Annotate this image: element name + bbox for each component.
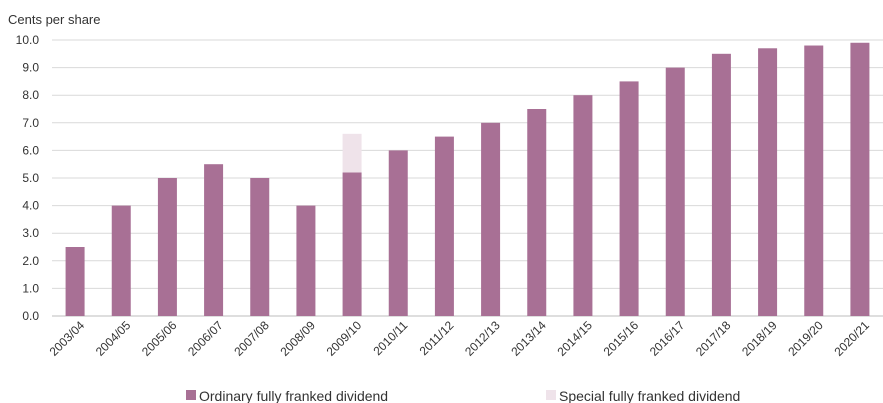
x-tick-label: 2010/11 xyxy=(370,318,410,358)
bar-ordinary-dividend xyxy=(65,247,85,316)
x-tick-label: 2013/14 xyxy=(508,318,549,359)
x-tick-label: 2012/13 xyxy=(462,318,503,359)
bar-ordinary-dividend xyxy=(711,53,731,317)
x-tick-label: 2005/06 xyxy=(139,318,180,359)
y-tick-label: 5.0 xyxy=(22,171,39,185)
legend: Ordinary fully franked dividend Special f… xyxy=(186,388,740,403)
x-tick-label: 2015/16 xyxy=(601,318,642,359)
y-axis-ticks: 0.0 1.0 2.0 3.0 4.0 5.0 6.0 7.0 8.0 9.0 10.0 xyxy=(16,33,40,323)
bar-ordinary-dividend xyxy=(250,178,270,316)
y-tick-label: 9.0 xyxy=(22,61,39,75)
legend-label: Ordinary fully franked dividend xyxy=(199,388,388,403)
bar-ordinary-dividend xyxy=(111,205,131,316)
x-tick-label: 2011/12 xyxy=(417,318,457,358)
bar-ordinary-dividend xyxy=(804,45,824,317)
bar-ordinary-dividend xyxy=(434,136,454,316)
y-tick-label: 6.0 xyxy=(22,143,39,157)
bar-ordinary-dividend xyxy=(619,81,639,317)
bar-ordinary-dividend xyxy=(204,164,224,316)
y-tick-label: 7.0 xyxy=(22,116,39,130)
y-tick-label: 2.0 xyxy=(22,254,39,268)
y-tick-label: 4.0 xyxy=(22,199,39,213)
y-tick-label: 8.0 xyxy=(22,88,39,102)
x-tick-label: 2003/04 xyxy=(47,318,88,359)
bar-ordinary-dividend xyxy=(665,67,685,316)
x-axis-ticks: 2003/04 2004/05 2005/06 2006/07 2007/08 2008/… xyxy=(47,318,873,359)
bar-ordinary-dividend xyxy=(481,122,501,316)
x-tick-label: 2004/05 xyxy=(93,318,134,359)
gridlines xyxy=(52,39,883,317)
bar-special-dividend xyxy=(342,133,362,173)
x-tick-label: 2018/19 xyxy=(739,318,780,359)
x-tick-label: 2017/18 xyxy=(693,318,734,359)
legend-swatch xyxy=(546,390,556,400)
legend-label: Special fully franked dividend xyxy=(559,388,740,403)
x-tick-label: 2007/08 xyxy=(231,318,272,359)
y-tick-label: 3.0 xyxy=(22,226,39,240)
x-tick-label: 2016/17 xyxy=(647,318,688,359)
x-tick-label: 2009/10 xyxy=(324,318,365,359)
bar-ordinary-dividend xyxy=(342,172,362,316)
y-tick-label: 0.0 xyxy=(22,309,39,323)
y-axis-label: Cents per share xyxy=(8,12,101,27)
bar-ordinary-dividend xyxy=(157,178,177,316)
bars xyxy=(65,42,870,317)
bar-ordinary-dividend xyxy=(527,109,547,316)
x-tick-label: 2006/07 xyxy=(185,318,226,359)
x-tick-label: 2014/15 xyxy=(554,318,595,359)
bar-ordinary-dividend xyxy=(296,205,316,316)
x-tick-label: 2020/21 xyxy=(831,318,872,359)
bar-ordinary-dividend xyxy=(388,150,408,316)
x-tick-label: 2008/09 xyxy=(277,318,318,359)
bar-ordinary-dividend xyxy=(850,42,870,316)
bar-ordinary-dividend xyxy=(573,95,593,316)
y-tick-label: 10.0 xyxy=(16,33,40,47)
bar-ordinary-dividend xyxy=(758,48,778,316)
legend-swatch xyxy=(186,390,196,400)
y-tick-label: 1.0 xyxy=(22,281,39,295)
x-tick-label: 2019/20 xyxy=(785,318,826,359)
